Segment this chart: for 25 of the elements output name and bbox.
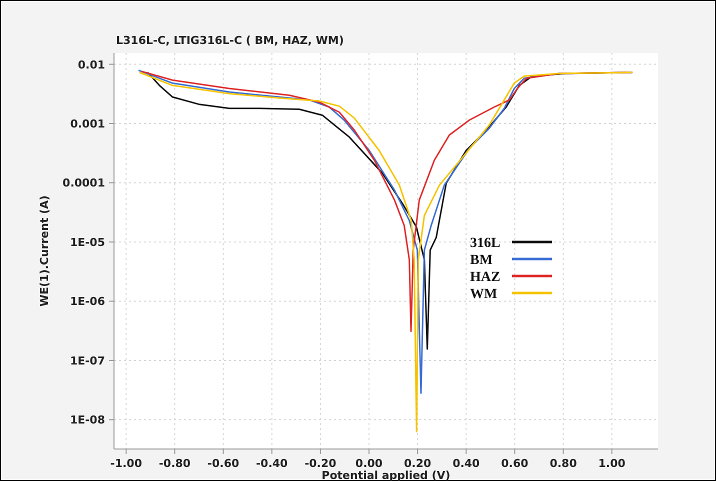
x-tick-label: -0.80: [158, 457, 191, 470]
y-tick-label: 1E-05: [70, 236, 105, 249]
x-tick-label: 0.60: [501, 457, 529, 470]
x-tick-label: 1.00: [598, 457, 626, 470]
y-tick-label: 1E-07: [70, 354, 105, 368]
y-tick-label: 1E-08: [70, 414, 105, 427]
x-tick-label: -1.00: [110, 457, 142, 470]
legend-label: WM: [470, 287, 498, 302]
y-tick-label: 1E-06: [70, 295, 106, 308]
legend-label: HAZ: [470, 270, 500, 285]
x-axis-title: Potential applied (V): [322, 469, 450, 481]
x-tick-label: -0.20: [304, 457, 337, 470]
y-axis-title: WE(1).Current (A): [38, 195, 51, 307]
x-tick-label: 0.20: [404, 457, 432, 470]
x-tick-label: -0.60: [207, 457, 240, 470]
x-tick-label: 0.00: [355, 457, 383, 470]
chart-title: L316L-C, LTIG316L-C ( BM, HAZ, WM): [116, 34, 344, 47]
legend-label: BM: [470, 253, 493, 268]
x-tick-label: 0.80: [550, 457, 578, 470]
x-tick-label: 0.40: [452, 457, 480, 470]
legend-label: 316L: [470, 236, 500, 251]
x-tick-label: -0.40: [256, 457, 288, 470]
y-tick-label: 0.0001: [62, 176, 105, 190]
y-tick-label: 0.001: [70, 118, 105, 131]
y-tick-label: 0.01: [78, 58, 105, 72]
